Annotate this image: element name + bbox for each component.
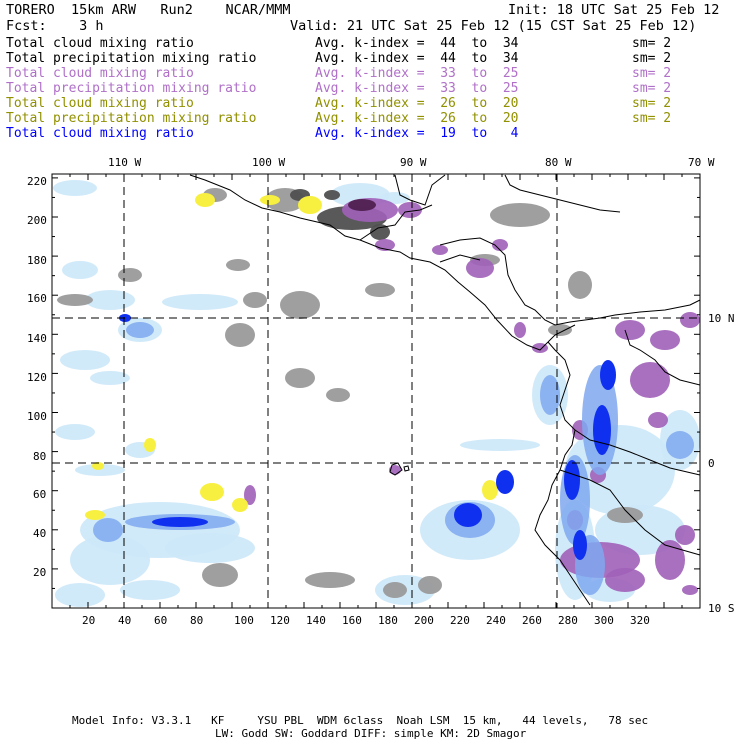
y-tick-label: 80 [33, 450, 46, 463]
legend-smoothing: sm= 2 [632, 111, 672, 126]
cuba-coast [504, 174, 621, 213]
colombia-ecuador-border [574, 429, 701, 476]
x-tick-label: 60 [154, 614, 167, 627]
guatemala-border [359, 204, 433, 241]
x-tick-label: 20 [82, 614, 95, 627]
caribbean-coast [439, 237, 701, 326]
precip-dark-purple [348, 199, 376, 211]
legend-smoothing: sm= 2 [632, 36, 672, 51]
lat-label: 0 [708, 457, 715, 470]
axis-labels: 110 W 100 W 90 W 80 W 70 W 10 N 0 10 S 2… [27, 156, 735, 627]
legend-field: Total cloud mixing ratio [6, 96, 194, 111]
legend-kindex: Avg. k-index = 44 to 34 [315, 51, 519, 66]
legend-smoothing: sm= 2 [632, 66, 672, 81]
lat-label: 10 S [708, 602, 735, 615]
lon-label: 110 W [108, 156, 141, 169]
venezuela-border [624, 329, 701, 386]
axis-ticks [51, 174, 701, 609]
legend-smoothing: sm= 2 [632, 51, 672, 66]
yucatan-coast [394, 174, 446, 206]
valid-time: Valid: 21 UTC Sat 25 Feb 12 (15 CST Sat … [290, 18, 697, 34]
legend-kindex: Avg. k-index = 33 to 25 [315, 81, 519, 96]
legend-field: Total cloud mixing ratio [6, 126, 194, 141]
y-tick-label: 220 [27, 175, 47, 188]
galapagos-island [403, 465, 410, 472]
x-tick-label: 200 [414, 614, 434, 627]
y-tick-label: 180 [27, 254, 47, 267]
x-tick-label: 320 [630, 614, 650, 627]
x-tick-label: 300 [594, 614, 614, 627]
init-time: Init: 18 UTC Sat 25 Feb 12 [508, 2, 720, 18]
y-tick-label: 60 [33, 488, 46, 501]
x-tick-label: 40 [118, 614, 131, 627]
mexico-pacific-coast [189, 174, 549, 351]
cloud-gray [57, 188, 643, 598]
x-tick-label: 240 [486, 614, 506, 627]
cloud-yellow [85, 193, 498, 520]
y-tick-label: 120 [27, 371, 47, 384]
x-tick-label: 180 [378, 614, 398, 627]
legend-kindex: Avg. k-index = 26 to 20 [315, 96, 519, 111]
legend-kindex: Avg. k-index = 44 to 34 [315, 36, 519, 51]
x-tick-label: 280 [558, 614, 578, 627]
x-tick-label: 220 [450, 614, 470, 627]
y-tick-label: 140 [27, 332, 47, 345]
y-tick-label: 160 [27, 292, 47, 305]
legend-smoothing: sm= 2 [632, 81, 672, 96]
legend-field: Total precipitation mixing ratio [6, 51, 257, 66]
legend-field: Total precipitation mixing ratio [6, 111, 257, 126]
legend-kindex: Avg. k-index = 19 to 4 [315, 126, 519, 141]
legend-kindex: Avg. k-index = 26 to 20 [315, 111, 519, 126]
y-tick-label: 200 [27, 214, 47, 227]
x-tick-label: 140 [306, 614, 326, 627]
x-tick-label: 120 [270, 614, 290, 627]
panama-coast [547, 324, 576, 343]
legend-kindex: Avg. k-index = 33 to 25 [315, 66, 519, 81]
model-title: TORERO 15km ARW Run2 NCAR/MMM [6, 2, 291, 18]
lat-label: 10 N [708, 312, 735, 325]
peru-border [559, 469, 701, 556]
y-tick-label: 100 [27, 410, 47, 423]
y-tick-label: 20 [33, 566, 46, 579]
legend-field: Total precipitation mixing ratio [6, 81, 257, 96]
honduras-border [439, 254, 481, 263]
lon-label: 70 W [688, 156, 715, 169]
x-tick-label: 260 [522, 614, 542, 627]
x-tick-label: 160 [342, 614, 362, 627]
lon-label: 100 W [252, 156, 285, 169]
forecast-hour: Fcst: 3 h [6, 18, 104, 34]
legend-smoothing: sm= 2 [632, 96, 672, 111]
lon-label: 90 W [400, 156, 427, 169]
y-tick-label: 40 [33, 527, 46, 540]
graticule [52, 174, 700, 608]
physics-info: LW: Godd SW: Goddard DIFF: simple KM: 2D… [215, 727, 527, 740]
legend-field: Total cloud mixing ratio [6, 36, 194, 51]
cloud-strong-blue [119, 314, 616, 560]
lon-label: 80 W [545, 156, 572, 169]
mixing-ratio-fields [53, 180, 700, 607]
x-tick-label: 80 [190, 614, 203, 627]
model-info: Model Info: V3.3.1 KF YSU PBL WDM 6class… [72, 714, 649, 727]
legend-field: Total cloud mixing ratio [6, 66, 194, 81]
x-tick-label: 100 [234, 614, 254, 627]
